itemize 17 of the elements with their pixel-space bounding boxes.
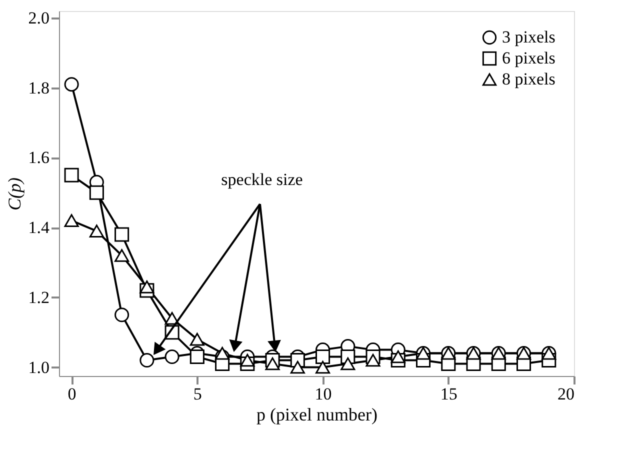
x-axis-title: p (pixel number)	[256, 404, 378, 424]
x-tick-label: 15	[440, 384, 458, 404]
y-tick-label: 1.2	[28, 288, 50, 307]
legend-label: 6 pixels	[502, 48, 556, 68]
x-tick-label: 20	[558, 384, 574, 404]
y-tick-label: 1.0	[28, 358, 50, 377]
y-tick-label: 2.0	[28, 8, 50, 28]
x-tick-label: 0	[68, 384, 76, 404]
y-tick-label: 1.8	[28, 78, 50, 98]
x-tick-label: 5	[193, 384, 202, 404]
legend-label: 8 pixels	[502, 70, 556, 88]
y-axis-title: C(p)	[4, 178, 24, 210]
x-tick-label: 10	[314, 384, 332, 404]
y-tick-label: 1.6	[28, 148, 50, 168]
annotation: speckle size	[221, 170, 303, 189]
legend-label: 3 pixels	[502, 28, 556, 46]
y-tick-label: 1.4	[28, 218, 50, 238]
